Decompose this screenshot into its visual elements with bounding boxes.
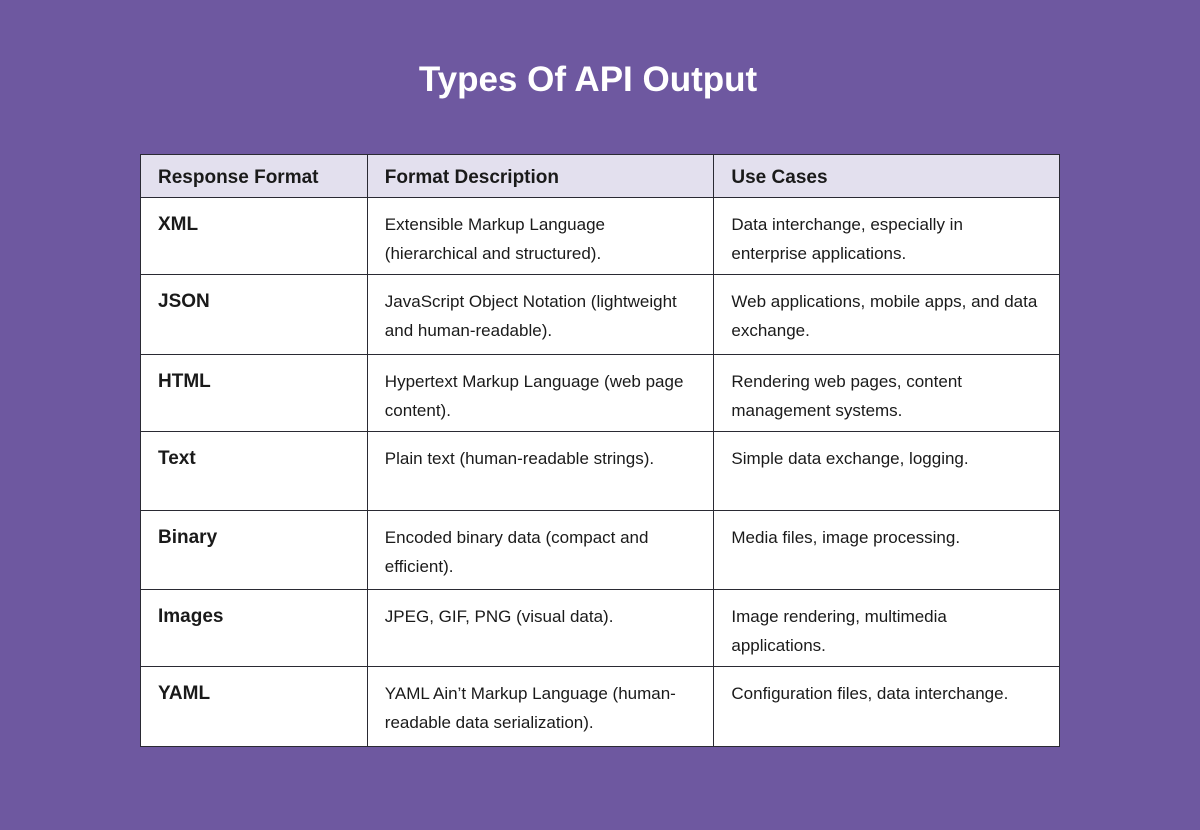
- format-cell: Images: [140, 589, 368, 667]
- table-row: JSON JavaScript Object Notation (lightwei…: [140, 274, 1060, 355]
- table-row: Images JPEG, GIF, PNG (visual data). Image…: [140, 589, 1060, 667]
- format-cell: YAML: [140, 666, 368, 747]
- use-cases-cell: Simple data exchange, logging.: [713, 431, 1060, 511]
- use-cases-cell: Web applications, mobile apps, and data …: [713, 274, 1060, 355]
- format-cell: XML: [140, 197, 368, 275]
- use-cases-cell: Image rendering, multimedia applications…: [713, 589, 1060, 667]
- format-cell: HTML: [140, 354, 368, 432]
- description-cell: Extensible Markup Language (hierarchical…: [366, 197, 715, 275]
- table-row: HTML Hypertext Markup Language (web page …: [140, 354, 1060, 432]
- description-cell: YAML Ain’t Markup Language (human-readab…: [366, 666, 715, 747]
- format-cell: Text: [140, 431, 368, 511]
- use-cases-cell: Data interchange, especially in enterpri…: [713, 197, 1060, 275]
- table-row: Binary Encoded binary data (compact and e…: [140, 510, 1060, 590]
- format-cell: Binary: [140, 510, 368, 590]
- column-header: Format Description: [366, 154, 715, 198]
- description-cell: Hypertext Markup Language (web page cont…: [366, 354, 715, 432]
- table-header-row: Response Format Format Description Use C…: [140, 154, 1060, 198]
- use-cases-cell: Media files, image processing.: [713, 510, 1060, 590]
- api-output-table: Response Format Format Description Use C…: [140, 154, 1060, 747]
- description-cell: JPEG, GIF, PNG (visual data).: [366, 589, 715, 667]
- column-header: Use Cases: [713, 154, 1060, 198]
- column-header: Response Format: [140, 154, 368, 198]
- description-cell: Encoded binary data (compact and efficie…: [366, 510, 715, 590]
- format-cell: JSON: [140, 274, 368, 355]
- page-title: Types Of API Output: [418, 60, 758, 99]
- use-cases-cell: Configuration files, data interchange.: [713, 666, 1060, 747]
- description-cell: Plain text (human-readable strings).: [366, 431, 715, 511]
- table-row: YAML YAML Ain’t Markup Language (human-re…: [140, 666, 1060, 747]
- use-cases-cell: Rendering web pages, content management …: [713, 354, 1060, 432]
- description-cell: JavaScript Object Notation (lightweight …: [366, 274, 715, 355]
- table-row: XML Extensible Markup Language (hierarchi…: [140, 197, 1060, 275]
- table-row: Text Plain text (human-readable strings).…: [140, 431, 1060, 511]
